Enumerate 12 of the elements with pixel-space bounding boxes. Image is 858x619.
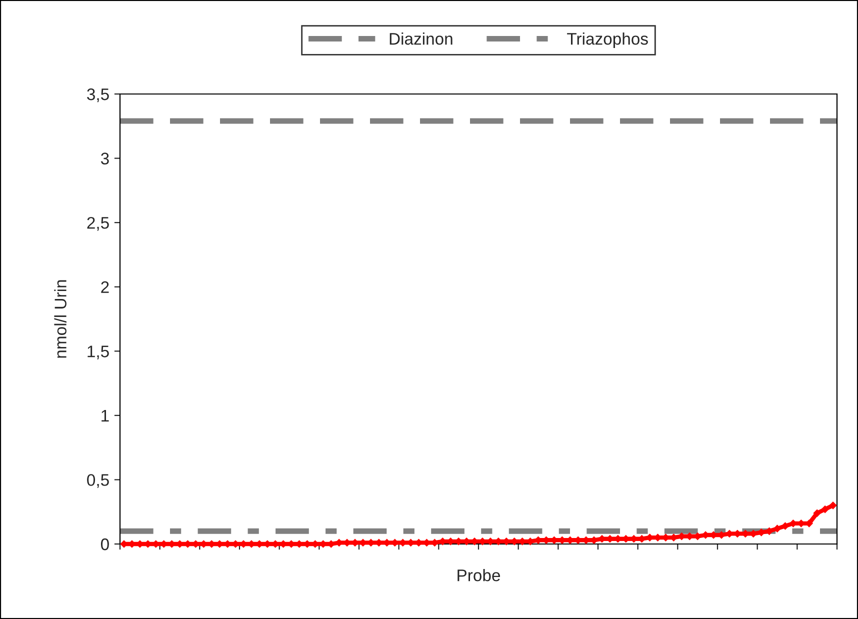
y-axis-title: nmol/l Urin	[54, 280, 66, 358]
y-tick-label: 1	[102, 410, 109, 422]
legend-label: Diazinon	[390, 32, 452, 45]
legend-label: Triazophos	[567, 32, 648, 48]
y-tick-label: 2,5	[87, 216, 109, 231]
x-axis-title: Probe	[458, 569, 500, 582]
y-tick-label: 3	[100, 152, 109, 164]
y-tick-label: 3,5	[87, 88, 109, 102]
y-tick-label: 2	[101, 281, 109, 293]
y-tick-label: 0	[100, 538, 109, 550]
y-tick-label: 1,5	[88, 346, 109, 360]
y-tick-label: 0,5	[87, 474, 109, 488]
